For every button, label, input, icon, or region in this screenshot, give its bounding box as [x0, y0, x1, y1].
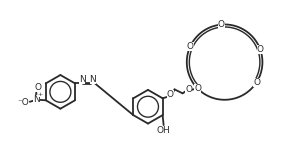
- Text: O: O: [34, 83, 41, 92]
- Text: ⁻O: ⁻O: [17, 98, 29, 107]
- Text: N: N: [79, 75, 86, 84]
- Text: N: N: [90, 75, 96, 84]
- Text: O: O: [253, 78, 260, 87]
- Text: O: O: [194, 84, 201, 93]
- Text: +: +: [38, 92, 43, 97]
- Text: O: O: [218, 20, 225, 29]
- Text: OH: OH: [157, 126, 170, 135]
- Text: N: N: [33, 95, 40, 104]
- Text: O: O: [185, 85, 192, 94]
- Text: O: O: [187, 42, 194, 51]
- Text: O: O: [166, 90, 174, 99]
- Text: O: O: [257, 45, 264, 54]
